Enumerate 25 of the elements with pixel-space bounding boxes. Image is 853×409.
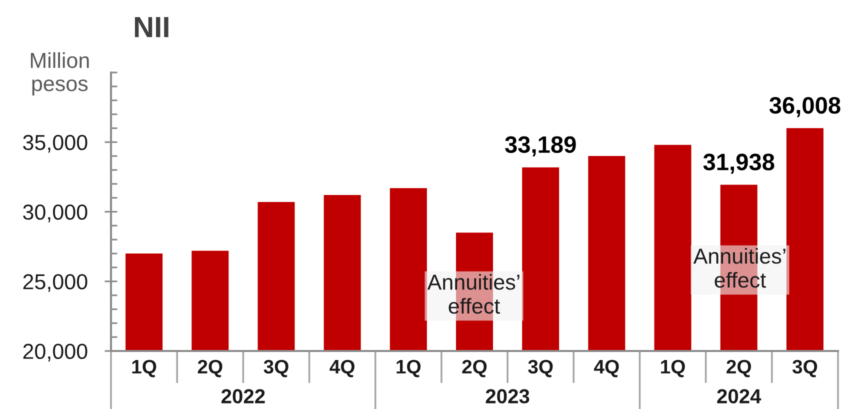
x-tick-label: 1Q — [396, 360, 421, 378]
x-tick-label: 2Q — [198, 360, 222, 378]
x-tick-label: 3Q — [264, 360, 288, 378]
x-tick-label: 1Q — [132, 360, 156, 378]
x-tick-label: 1Q — [661, 360, 685, 378]
x-tick-label: 4Q — [594, 360, 619, 378]
text: 2022 — [221, 389, 265, 404]
y-tick-label: 30,000 — [23, 204, 88, 222]
annotation: Annuities’ effect — [693, 248, 786, 288]
data-label: 36,008 — [769, 96, 840, 118]
y-axis-title: Million pesos — [30, 52, 89, 96]
data-label: 31,938 — [703, 154, 774, 174]
y-tick-label: 25,000 — [23, 274, 88, 292]
x-tick-label: 3Q — [528, 360, 553, 378]
text: 2024 — [717, 389, 762, 404]
chart-title: NII — [134, 17, 168, 38]
text: 2023 — [486, 389, 530, 404]
annotation: Annuities’ effect — [427, 274, 520, 314]
data-label: 33,189 — [505, 136, 576, 156]
x-tick-label: 4Q — [330, 360, 354, 378]
y-tick-label: 20,000 — [23, 344, 88, 362]
x-tick-label: 3Q — [792, 360, 818, 378]
x-tick-label: 2Q — [462, 360, 487, 378]
y-tick-label: 35,000 — [23, 134, 88, 153]
x-tick-label: 2Q — [726, 360, 752, 378]
